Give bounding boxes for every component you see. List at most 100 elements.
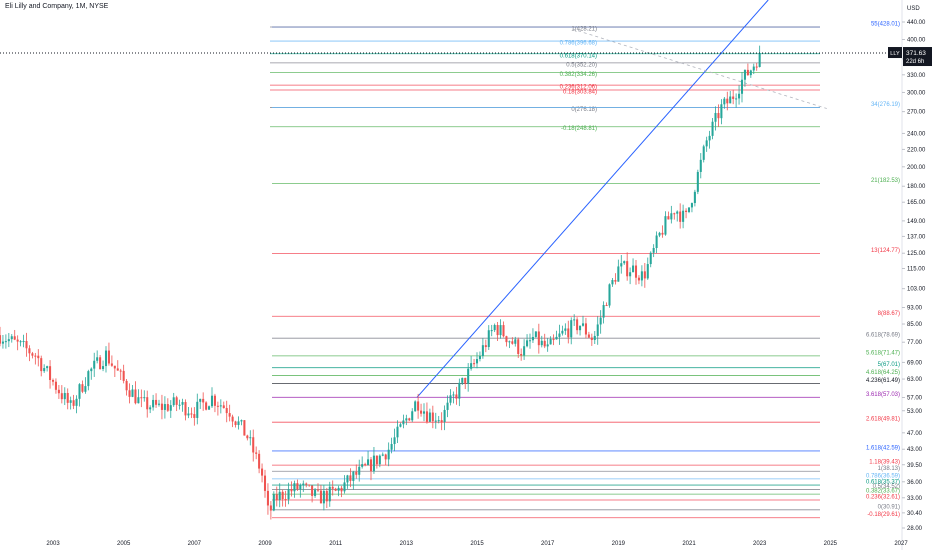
candle-body [369, 459, 373, 472]
candle-body [199, 398, 202, 402]
candle-body [758, 53, 761, 67]
candle-body [452, 394, 455, 396]
candle-body [378, 455, 381, 465]
candle-body [116, 368, 119, 371]
candle-body [475, 359, 479, 364]
time-axis-label: 2009 [258, 541, 272, 547]
candle-body [679, 211, 682, 222]
candle-body [523, 346, 526, 356]
candle-body [558, 333, 561, 337]
candle-body [740, 79, 744, 94]
fib-level-label: 0.786(396.68) [560, 41, 597, 47]
candle-body [131, 389, 134, 397]
candle-body [687, 207, 691, 212]
candle-body [87, 371, 90, 387]
candle-body [346, 475, 349, 483]
price-axis-label: 115.00 [907, 266, 926, 272]
candle-body [676, 211, 679, 214]
price-axis-label: 47.00 [907, 431, 923, 437]
candle-body [711, 121, 714, 136]
candle-body [25, 341, 28, 349]
candle-body [567, 328, 570, 338]
candle-body [443, 409, 446, 422]
candle-body [125, 380, 128, 391]
candle-body [729, 96, 732, 104]
fib-level-label: 4.618(64.25) [866, 370, 900, 376]
candle-body [119, 370, 122, 372]
candle-body [266, 490, 269, 506]
candles [0, 45, 761, 520]
candle-body [393, 437, 396, 445]
candle-body [190, 413, 193, 415]
time-axis-label: 2013 [400, 541, 414, 547]
candle-body [384, 454, 387, 460]
fib-level-label: 0.236(32.61) [866, 495, 900, 501]
candle-body [305, 483, 308, 485]
candle-body [408, 418, 411, 421]
candle-body [528, 340, 532, 342]
time-axis[interactable]: 2003 2005 2007 2009 2011 2013 2015 2017 2019 2021… [46, 541, 908, 547]
candle-body [481, 345, 484, 357]
fib-level-label: 5.618(71.47) [866, 350, 900, 356]
candle-body [752, 66, 755, 71]
candle-body [496, 325, 499, 336]
candle-body [228, 413, 231, 417]
candle-body [160, 403, 163, 410]
candle-body [234, 421, 237, 425]
price-axis-label: 30.40 [907, 511, 923, 517]
candle-body [7, 339, 10, 342]
candle-body [243, 420, 246, 436]
time-axis-label: 2019 [612, 541, 626, 547]
candle-body [319, 490, 322, 504]
candle-body [405, 418, 408, 421]
candle-body [84, 386, 87, 392]
candle-body [249, 437, 252, 439]
candle-body [440, 420, 443, 422]
price-axis-label: 125.00 [907, 251, 926, 257]
candle-body [46, 366, 49, 369]
dashed-projection-line [572, 28, 827, 109]
candle-body [470, 363, 473, 369]
candle-body [726, 98, 729, 104]
candle-body [490, 330, 493, 332]
candle-body [399, 424, 402, 427]
candle-body [372, 455, 375, 472]
candle-body [22, 341, 25, 343]
time-axis-label: 2017 [541, 541, 555, 547]
fib-level-label: 0.236(312.06) [560, 85, 597, 91]
candle-body [54, 381, 57, 390]
fib-level-label: 21(182.53) [871, 178, 900, 184]
candle-body [540, 340, 543, 346]
time-axis-label: 2015 [470, 541, 484, 547]
candle-body [735, 98, 738, 100]
candle-body [702, 146, 705, 160]
candle-body [461, 377, 464, 383]
candle-body [331, 486, 334, 489]
time-axis-label: 2023 [753, 541, 767, 547]
candle-body [420, 410, 423, 414]
candle-body [1, 341, 4, 344]
fibonacci-levels: 55(428.01) 1(428.21) 0.786(396.68) 0.618(37… [270, 22, 900, 518]
candle-body [414, 401, 417, 412]
candle-body [284, 499, 287, 501]
candle-body [134, 389, 137, 404]
candle-body [352, 471, 355, 481]
candle-body [637, 277, 640, 281]
fib-level-label: 4.236(61.49) [866, 378, 900, 384]
candle-body [464, 377, 467, 384]
candle-body [196, 401, 199, 418]
time-axis-label: 2011 [329, 541, 343, 547]
fib-level-label: 1.18(39.43) [869, 460, 900, 466]
candle-body [493, 325, 496, 331]
candle-body [287, 489, 290, 500]
candle-body [278, 491, 281, 500]
candle-body [685, 210, 688, 212]
candle-body [263, 475, 267, 491]
candle-body [643, 271, 646, 279]
price-axis-label: 440.00 [907, 20, 926, 26]
candle-body [63, 392, 66, 400]
candle-body [213, 395, 216, 406]
candle-body [302, 483, 305, 486]
price-axis-label: 93.00 [907, 305, 923, 311]
